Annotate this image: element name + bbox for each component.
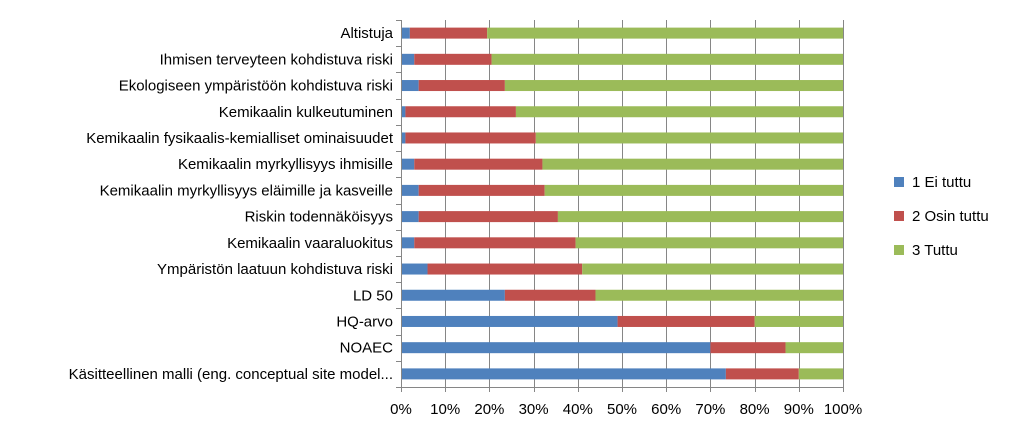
bar-segment-2	[427, 263, 583, 275]
legend: 1 Ei tuttu 2 Osin tuttu 3 Tuttu	[894, 174, 989, 259]
legend-label: 3 Tuttu	[912, 242, 958, 259]
axes	[396, 20, 844, 392]
bar-segment-2	[418, 211, 558, 223]
legend-swatch	[894, 177, 904, 187]
gridlines	[445, 20, 844, 387]
category-label: Kemikaalin myrkyllisyys ihmisille	[178, 156, 393, 173]
bar-segment-2	[617, 315, 755, 327]
bar-segment-2	[414, 158, 543, 170]
legend-swatch	[894, 211, 904, 221]
bar-segment-3	[595, 289, 843, 301]
bar-segment-3	[487, 27, 843, 39]
bar-segment-3	[582, 263, 843, 275]
category-label: NOAEC	[340, 340, 394, 357]
category-label: Kemikaalin fysikaalis-kemialliset ominai…	[86, 130, 394, 147]
x-tick-label: 90%	[784, 401, 814, 418]
bar-segment-1	[401, 211, 419, 223]
category-label: Ympäristön laatuun kohdistuva riski	[157, 261, 393, 278]
bar-segment-1	[401, 315, 618, 327]
bar-segment-3	[504, 80, 843, 92]
category-label: Kemikaalin vaaraluokitus	[227, 235, 393, 252]
bar-segment-1	[401, 368, 726, 380]
bar-segment-1	[401, 158, 415, 170]
x-tick-label: 50%	[607, 401, 637, 418]
bar-segment-2	[418, 80, 505, 92]
x-tick-labels: 0% 10% 20% 30% 40% 50% 60% 70% 80% 90% 100%	[390, 401, 862, 418]
bar-segment-1	[401, 132, 406, 144]
bar-segment-1	[401, 289, 505, 301]
legend-swatch	[894, 245, 904, 255]
category-labels: Altistuja Ihmisen terveyteen kohdistuva r…	[69, 25, 394, 383]
category-label: Kemikaalin kulkeutuminen	[219, 104, 393, 121]
category-label: Ihmisen terveyteen kohdistuva riski	[160, 51, 393, 68]
bars-group	[401, 27, 843, 380]
bar-segment-2	[710, 342, 786, 354]
bar-segment-1	[401, 80, 419, 92]
bar-segment-2	[504, 289, 596, 301]
bar-segment-3	[754, 315, 843, 327]
category-label: HQ-arvo	[336, 313, 393, 330]
x-tick-label: 60%	[651, 401, 681, 418]
category-label: LD 50	[353, 287, 393, 304]
x-tick-label: 40%	[563, 401, 593, 418]
x-tick-label: 100%	[824, 401, 862, 418]
bar-segment-1	[401, 237, 415, 249]
x-tick-label: 70%	[695, 401, 725, 418]
bar-segment-1	[401, 53, 415, 65]
bar-segment-1	[401, 263, 428, 275]
x-tick-label: 80%	[740, 401, 770, 418]
bar-segment-3	[798, 368, 843, 380]
x-tick-label: 10%	[430, 401, 460, 418]
bar-segment-3	[515, 106, 843, 118]
bar-segment-1	[401, 27, 410, 39]
bar-segment-3	[544, 184, 843, 196]
bar-segment-2	[405, 132, 536, 144]
bar-segment-2	[405, 106, 516, 118]
category-label: Ekologiseen ympäristöön kohdistuva riski	[119, 78, 393, 95]
category-label: Käsitteellinen malli (eng. conceptual si…	[69, 366, 393, 383]
bar-segment-1	[401, 106, 406, 118]
bar-segment-3	[557, 211, 843, 223]
category-label: Altistuja	[340, 25, 393, 42]
bar-segment-1	[401, 184, 419, 196]
bar-segment-1	[401, 342, 711, 354]
bar-segment-3	[575, 237, 843, 249]
bar-segment-2	[414, 237, 576, 249]
x-tick-label: 30%	[519, 401, 549, 418]
bar-segment-3	[535, 132, 843, 144]
bar-segment-2	[725, 368, 799, 380]
bar-segment-3	[542, 158, 843, 170]
bar-segment-3	[785, 342, 843, 354]
x-tick-label: 20%	[474, 401, 504, 418]
category-label: Riskin todennäköisyys	[245, 209, 393, 226]
bar-segment-2	[409, 27, 488, 39]
bar-segment-2	[418, 184, 545, 196]
category-label: Kemikaalin myrkyllisyys eläimille ja kas…	[100, 182, 393, 199]
x-tick-label: 0%	[390, 401, 412, 418]
bar-segment-2	[414, 53, 492, 65]
bar-segment-3	[491, 53, 843, 65]
legend-label: 2 Osin tuttu	[912, 208, 989, 225]
legend-label: 1 Ei tuttu	[912, 174, 971, 191]
